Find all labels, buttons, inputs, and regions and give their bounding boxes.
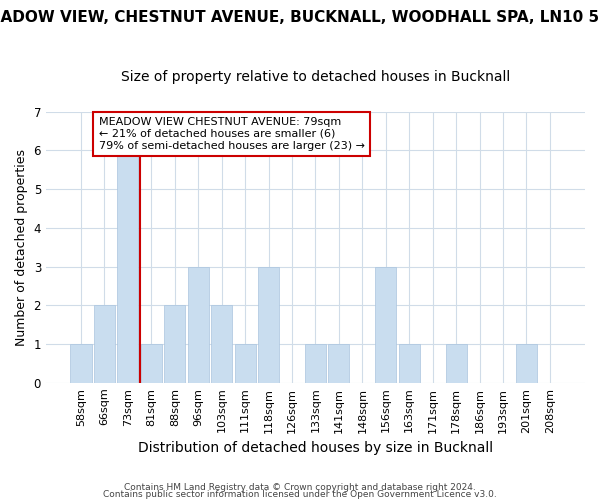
Text: MEADOW VIEW CHESTNUT AVENUE: 79sqm
← 21% of detached houses are smaller (6)
79% : MEADOW VIEW CHESTNUT AVENUE: 79sqm ← 21%… — [98, 118, 365, 150]
Bar — [94, 306, 115, 383]
Bar — [258, 266, 279, 383]
Bar — [164, 306, 185, 383]
Bar — [118, 150, 139, 383]
Bar — [446, 344, 467, 383]
Y-axis label: Number of detached properties: Number of detached properties — [15, 148, 28, 346]
Bar — [70, 344, 92, 383]
Text: Contains public sector information licensed under the Open Government Licence v3: Contains public sector information licen… — [103, 490, 497, 499]
Text: Contains HM Land Registry data © Crown copyright and database right 2024.: Contains HM Land Registry data © Crown c… — [124, 484, 476, 492]
Bar — [141, 344, 162, 383]
Bar — [375, 266, 397, 383]
Bar — [399, 344, 420, 383]
Bar — [516, 344, 537, 383]
Text: MEADOW VIEW, CHESTNUT AVENUE, BUCKNALL, WOODHALL SPA, LN10 5DU: MEADOW VIEW, CHESTNUT AVENUE, BUCKNALL, … — [0, 10, 600, 25]
Bar — [328, 344, 349, 383]
Title: Size of property relative to detached houses in Bucknall: Size of property relative to detached ho… — [121, 70, 510, 84]
Bar — [188, 266, 209, 383]
Bar — [235, 344, 256, 383]
Bar — [211, 306, 232, 383]
X-axis label: Distribution of detached houses by size in Bucknall: Distribution of detached houses by size … — [138, 441, 493, 455]
Bar — [305, 344, 326, 383]
